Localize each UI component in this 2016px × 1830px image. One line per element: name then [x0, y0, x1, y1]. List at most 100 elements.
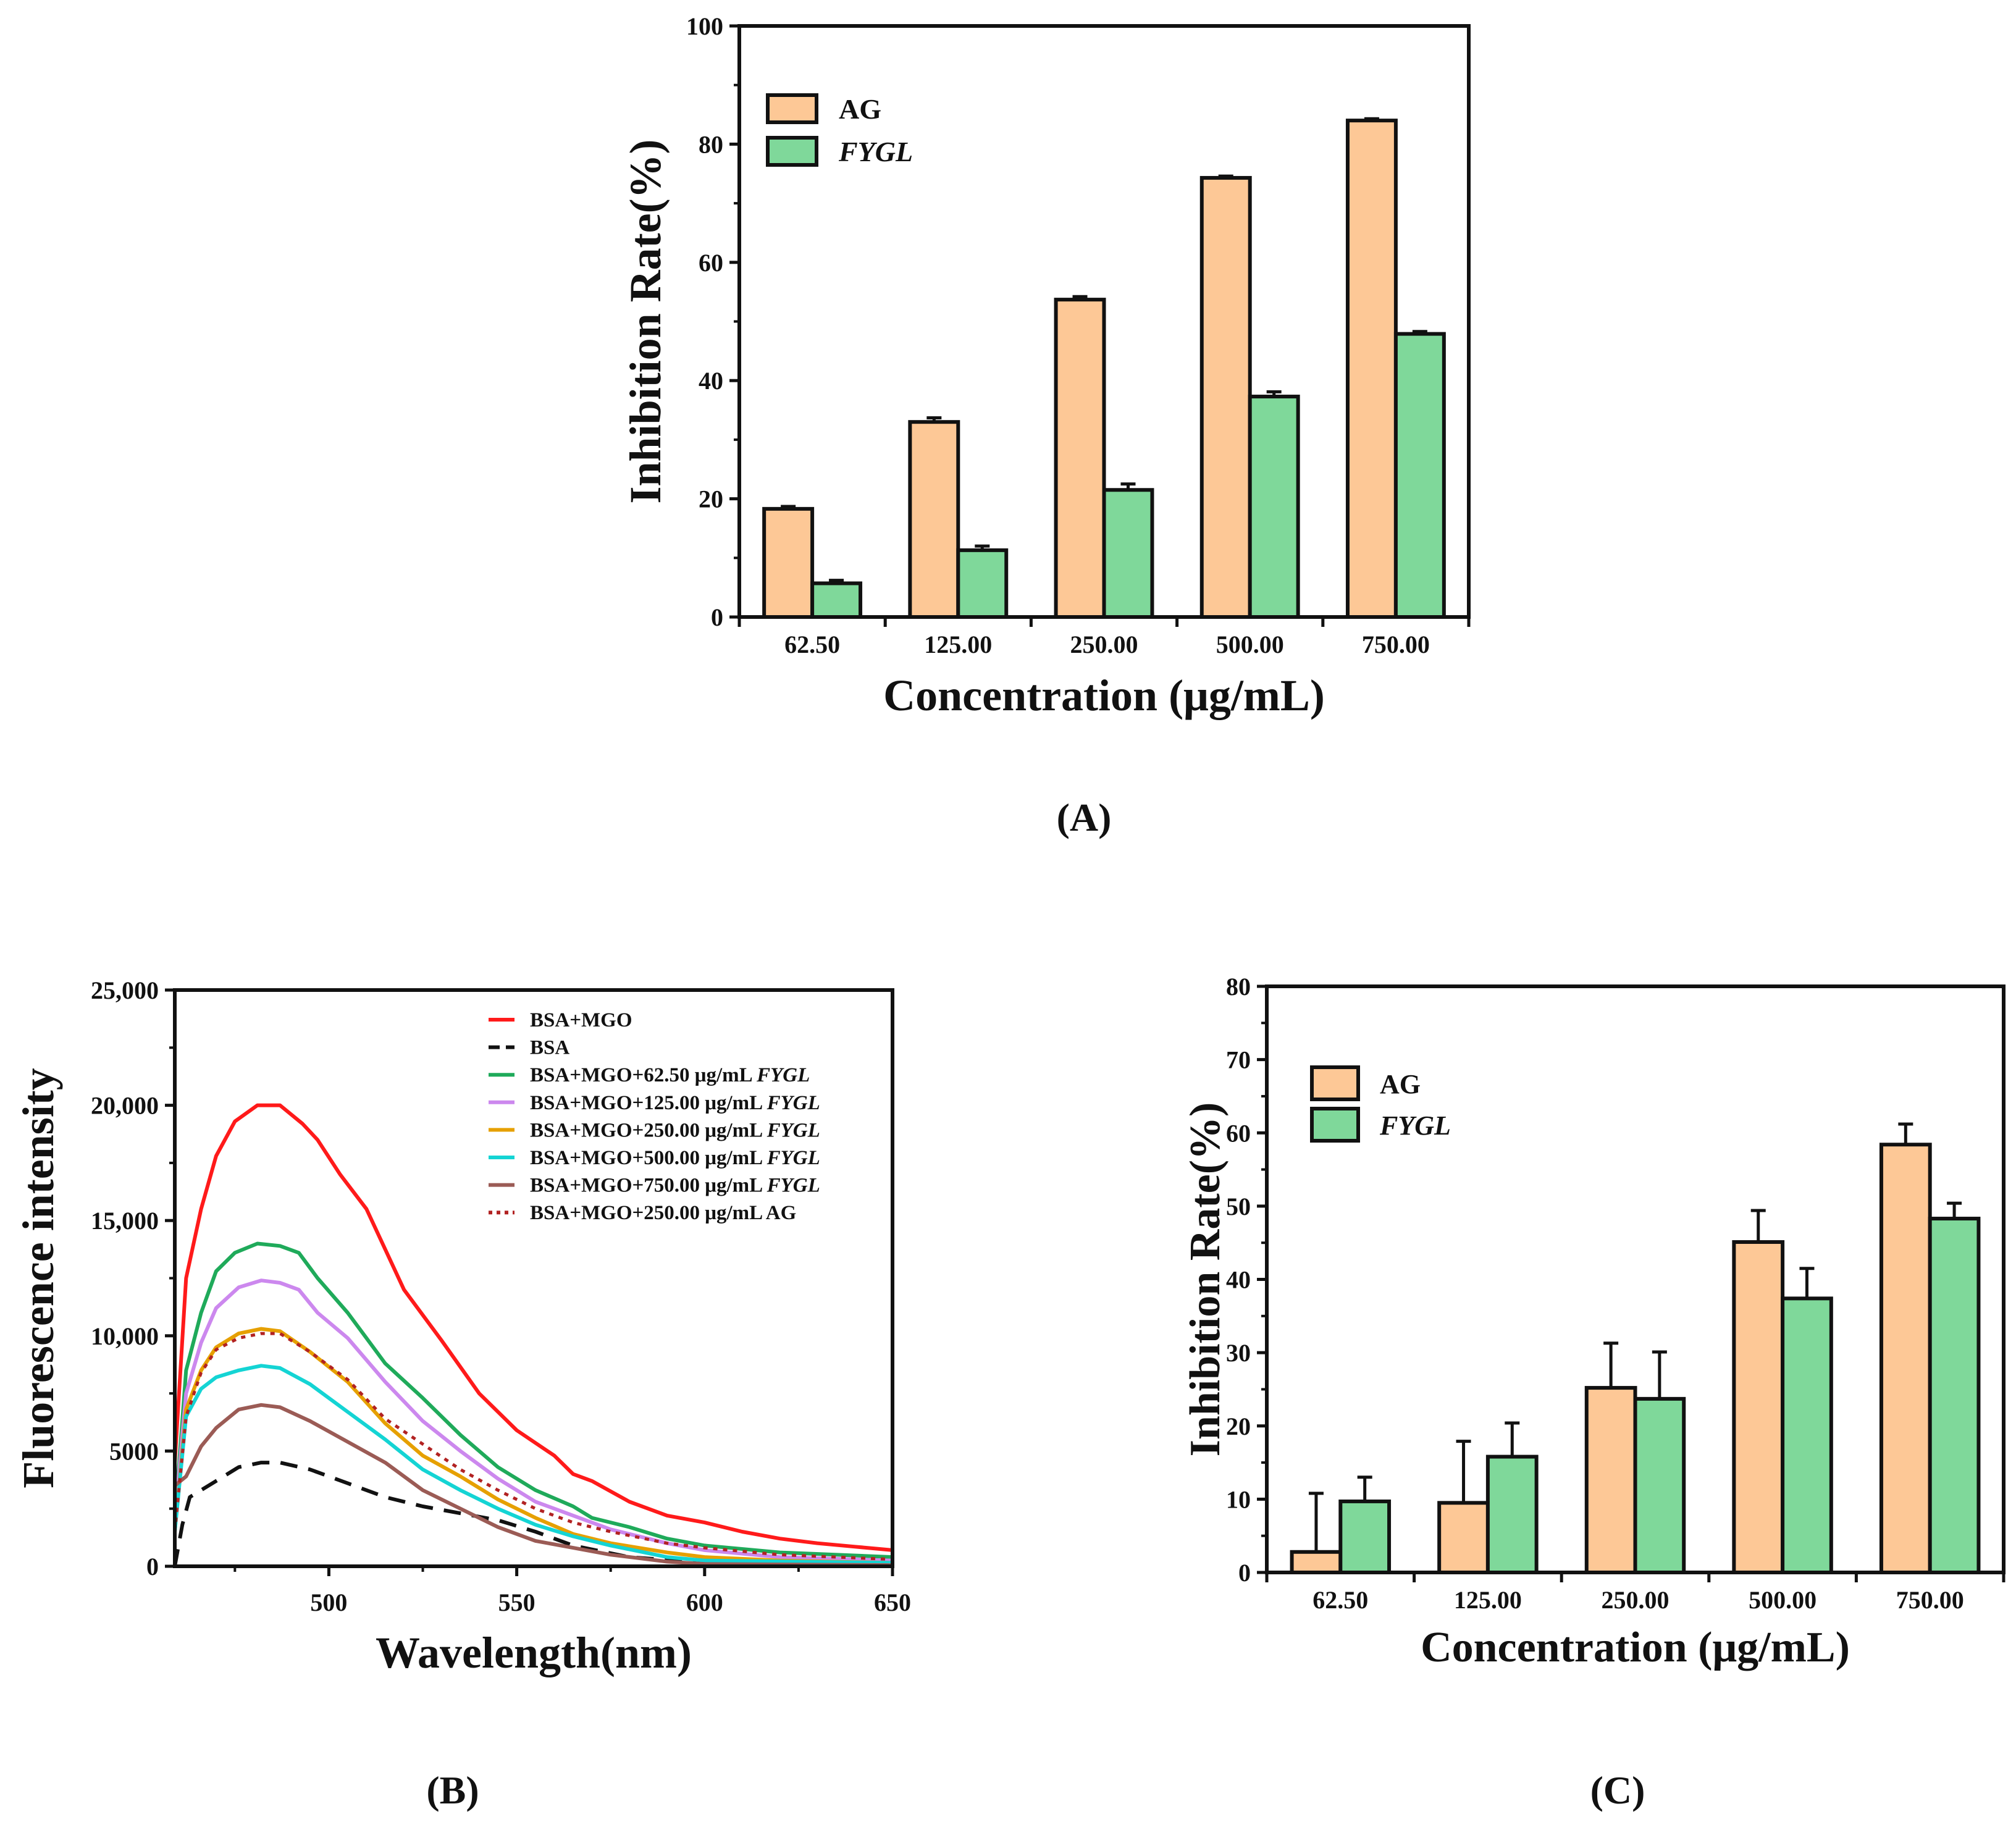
x-axis-title: Wavelength(nm)	[376, 1628, 692, 1677]
legend: AG FYGL	[766, 93, 913, 167]
legend-label-text: BSA	[530, 1037, 569, 1059]
bar-ag	[1584, 1386, 1637, 1574]
bar-ag	[762, 506, 815, 619]
chart-panel-a: 0 20 40 60 80 100 62.50 125.00 250.00 500.00 750.0…	[621, 12, 1471, 839]
bar-fygl	[1485, 1454, 1539, 1575]
legend-swatch	[766, 93, 818, 124]
legend-label-text: BSA+MGO+750.00 μg/mL	[530, 1175, 767, 1197]
y-tick-label: 80	[699, 130, 723, 158]
plot-frame	[173, 988, 894, 1568]
y-tick-label: 0	[146, 1553, 159, 1580]
series-line	[175, 1461, 892, 1566]
legend-label-text: BSA+MGO+250.00 μg/mL	[530, 1119, 767, 1141]
bar-fygl	[1633, 1396, 1686, 1574]
x-axis-title: Concentration (μg/mL)	[1421, 1624, 1850, 1671]
bar-fygl	[1393, 332, 1446, 619]
panel-label: (C)	[1590, 1768, 1645, 1812]
y-axis-title: Fluorescence intensity	[14, 1068, 63, 1488]
y-tick-label: 20	[699, 485, 723, 513]
y-tick-label: 40	[699, 367, 723, 395]
panel-label: (B)	[426, 1768, 479, 1812]
x-tick-label: 600	[686, 1589, 723, 1616]
plot-frame	[1265, 984, 2006, 1574]
y-tick-label: 50	[1226, 1193, 1251, 1220]
y-tick-label: 60	[1226, 1119, 1251, 1147]
panel-label: (A)	[1057, 795, 1112, 839]
legend-label: FYGL	[1379, 1110, 1451, 1141]
legend-label-italic: FYGL	[766, 1119, 820, 1141]
y-tick-label: 0	[711, 603, 723, 631]
y-tick-label: 80	[1226, 973, 1251, 1001]
legend-label: BSA+MGO+750.00 μg/mL FYGL	[530, 1175, 820, 1197]
series-line	[175, 1332, 892, 1561]
legend-label: BSA+MGO	[530, 1009, 632, 1031]
series-line	[175, 1403, 892, 1566]
y-tick-label: 15,000	[91, 1207, 159, 1235]
x-tick-label: 250.00	[1602, 1586, 1670, 1614]
y-tick-label: 10,000	[91, 1322, 159, 1350]
x-tick-label: 62.50	[1312, 1586, 1368, 1614]
bar-ag	[1732, 1240, 1785, 1574]
series-line	[175, 1327, 892, 1565]
legend-label: AG	[1380, 1069, 1421, 1099]
bar-fygl	[956, 548, 1009, 619]
x-tick-label: 500	[310, 1589, 347, 1616]
bar-ag	[1054, 298, 1106, 619]
legend-label-italic: FYGL	[756, 1064, 810, 1086]
legend-label: FYGL	[838, 136, 913, 167]
legend: AG FYGL	[1310, 1065, 1451, 1143]
x-tick-label: 500.00	[1216, 631, 1284, 658]
y-tick-label: 10	[1226, 1485, 1251, 1513]
legend-label: BSA+MGO+125.00 μg/mL FYGL	[530, 1092, 820, 1114]
bar-fygl	[1248, 395, 1300, 619]
bar-ag	[1437, 1501, 1490, 1574]
bar-ag	[1199, 175, 1252, 619]
bar-fygl	[810, 581, 863, 619]
y-tick-label: 40	[1226, 1266, 1251, 1294]
plot-frame	[737, 24, 1471, 619]
y-tick-label: 5000	[109, 1437, 159, 1465]
x-tick-label: 550	[498, 1589, 536, 1616]
legend-swatch	[1310, 1065, 1360, 1101]
legend-label: BSA+MGO+62.50 μg/mL FYGL	[530, 1064, 810, 1086]
x-tick-label: 125.00	[924, 631, 992, 658]
bar-ag	[1345, 119, 1398, 619]
legend-swatch	[766, 136, 818, 167]
chart-panel-c: 0 10 20 30 40 50 60 70 80 62.50 125.00 250.00 500.00…	[1182, 973, 2006, 1812]
x-tick-label: 750.00	[1362, 631, 1430, 658]
y-tick-label: 30	[1226, 1339, 1251, 1367]
x-tick-label: 62.50	[784, 631, 840, 658]
x-tick-label: 750.00	[1896, 1586, 1964, 1614]
legend-label-text: BSA+MGO+250.00 μg/mL AG	[530, 1202, 796, 1224]
legend-label-italic: FYGL	[766, 1175, 820, 1197]
bar-fygl	[1781, 1296, 1833, 1575]
legend-label: AG	[839, 93, 881, 125]
x-tick-label: 500.00	[1749, 1586, 1816, 1614]
bar-ag	[1290, 1550, 1343, 1574]
legend-label-italic: FYGL	[766, 1147, 820, 1169]
y-tick-label: 60	[699, 249, 723, 277]
bar-fygl	[1928, 1217, 1981, 1574]
x-tick-label: 650	[874, 1589, 911, 1616]
legend-label: BSA+MGO+250.00 μg/mL FYGL	[530, 1119, 820, 1141]
x-axis-title: Concentration (μg/mL)	[883, 671, 1325, 720]
legend-label-text: BSA+MGO	[530, 1009, 632, 1031]
y-tick-label: 0	[1238, 1559, 1251, 1587]
legend-label-text: BSA+MGO+500.00 μg/mL	[530, 1147, 767, 1169]
bar-ag	[908, 420, 960, 619]
legend-label-text: BSA+MGO+125.00 μg/mL	[530, 1092, 767, 1114]
y-tick-label: 20,000	[91, 1092, 159, 1120]
legend-label-italic: FYGL	[766, 1092, 820, 1114]
y-axis-title: Inhibition Rate(%)	[1182, 1102, 1229, 1457]
legend-label-text: BSA+MGO+62.50 μg/mL	[530, 1064, 757, 1086]
chart-panel-b: 0 5000 10,000 15,000 20,000 25,000 500 550 600 65…	[14, 976, 911, 1812]
legend-label: BSA	[530, 1037, 569, 1059]
y-tick-label: 20	[1226, 1412, 1251, 1440]
bar-fygl	[1338, 1499, 1392, 1575]
y-tick-label: 70	[1226, 1046, 1251, 1074]
legend-label: BSA+MGO+500.00 μg/mL FYGL	[530, 1147, 820, 1169]
legend-label: BSA+MGO+250.00 μg/mL AG	[530, 1202, 796, 1224]
series-line	[175, 1241, 892, 1559]
y-axis-title: Inhibition Rate(%)	[621, 139, 670, 503]
